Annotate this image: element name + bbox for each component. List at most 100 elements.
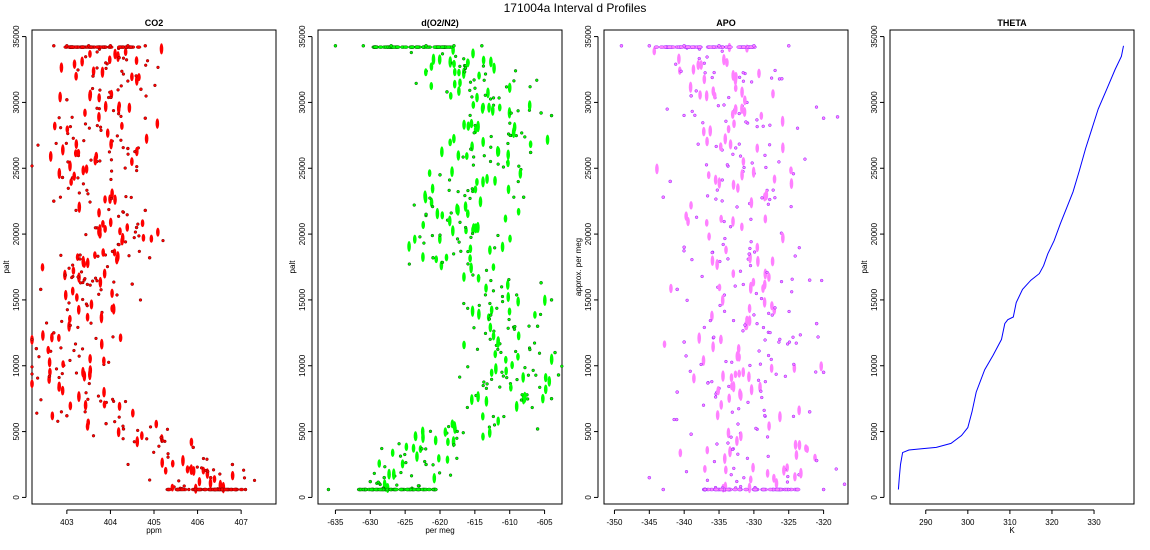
scatter-cluster: [88, 368, 92, 381]
scatter-band-point: [774, 487, 781, 492]
scatter-point: [159, 435, 163, 440]
scatter-point: [675, 287, 679, 292]
scatter-point: [489, 377, 494, 382]
scatter-point: [91, 74, 95, 78]
scatter-point: [523, 366, 527, 370]
scatter-band-point: [666, 45, 673, 49]
scatter-cluster: [689, 201, 693, 210]
scatter-cluster: [41, 330, 45, 341]
scatter-point: [770, 313, 774, 317]
scatter-point: [682, 44, 686, 48]
scatter-cluster: [751, 462, 755, 473]
scatter-point: [750, 161, 754, 165]
scatter-cluster: [452, 59, 456, 69]
scatter-point: [791, 414, 796, 419]
scatter-point: [794, 341, 798, 345]
scatter-cluster: [724, 245, 728, 255]
scatter-point: [749, 80, 754, 84]
axis-ticks: -635 -630 -625 -620 -615 -610 -605 0 5000 10000 15…: [298, 25, 553, 527]
scatter-cluster: [698, 90, 702, 100]
scatter-point: [469, 147, 473, 151]
scatter-point: [730, 360, 734, 364]
scatter-band-point: [414, 45, 420, 49]
scatter-point: [528, 150, 533, 155]
scatter-cluster: [516, 207, 521, 216]
scatter-cluster: [437, 54, 442, 65]
x-axis-label: per meg: [425, 526, 454, 535]
scatter-point: [834, 467, 838, 471]
scatter-cluster: [457, 86, 461, 97]
scatter-cluster: [496, 416, 500, 426]
scatter-point: [786, 474, 790, 479]
scatter-point: [66, 160, 70, 164]
x-axis-label: K: [1009, 526, 1015, 535]
scatter-cluster: [487, 427, 492, 438]
scatter-cluster: [57, 381, 62, 391]
scatter-point: [68, 323, 72, 328]
scatter-cluster: [748, 475, 753, 484]
scatter-cluster: [462, 119, 466, 130]
scatter-point: [726, 441, 730, 445]
scatter-cluster: [76, 304, 81, 315]
scatter-point: [333, 44, 338, 48]
scatter-point: [416, 484, 421, 488]
scatter-cluster: [465, 58, 470, 68]
y-tick-label: 10000: [584, 354, 593, 377]
scatter-point: [835, 115, 840, 119]
scatter-cluster: [185, 465, 190, 474]
scatter-point: [715, 188, 719, 192]
scatter-point: [706, 381, 710, 385]
scatter-cluster: [123, 47, 128, 57]
scatter-point: [383, 465, 387, 469]
scatter-point: [99, 399, 103, 403]
scatter-point: [703, 71, 707, 75]
scatter-point: [93, 276, 98, 280]
scatter-point: [469, 235, 473, 240]
scatter-point: [679, 69, 683, 73]
scatter-cluster: [770, 256, 775, 267]
scatter-point: [466, 306, 470, 311]
scatter-point: [647, 44, 652, 48]
scatter-point: [458, 220, 462, 224]
scatter-cluster: [97, 111, 101, 123]
x-tick-label: -345: [641, 518, 658, 527]
scatter-point: [98, 125, 103, 129]
scatter-point: [701, 121, 705, 125]
scatter-cluster: [47, 357, 52, 368]
scatter-cluster: [728, 446, 732, 458]
scatter-cluster: [468, 244, 473, 254]
scatter-cluster: [718, 142, 723, 152]
scatter-point: [737, 407, 741, 411]
x-tick-label: -605: [537, 518, 554, 527]
scatter-cluster: [781, 232, 785, 244]
scatter-point: [447, 188, 451, 193]
scatter-cluster: [85, 421, 90, 431]
scatter-point: [452, 443, 456, 447]
scatter-point: [195, 465, 199, 469]
scatter-point: [526, 397, 530, 401]
scatter-band-point: [179, 487, 186, 492]
y-tick-label: 15000: [12, 288, 21, 311]
scatter-point: [757, 349, 761, 353]
scatter-cluster: [440, 146, 444, 158]
scatter-point: [471, 273, 475, 277]
scatter-cluster: [430, 183, 435, 194]
y-tick-label: 15000: [298, 288, 307, 311]
scatter-point: [754, 291, 759, 296]
y-tick-label: 30000: [870, 91, 879, 114]
scatter-point: [509, 111, 513, 115]
scatter-point: [399, 470, 403, 475]
scatter-cluster: [83, 108, 87, 117]
scatter-point: [482, 78, 486, 82]
scatter-point: [97, 292, 101, 296]
scatter-cluster: [703, 464, 707, 473]
scatter-point: [440, 260, 445, 265]
scatter-cluster: [52, 121, 57, 131]
scatter-cluster: [712, 91, 717, 100]
scatter-cluster: [93, 251, 97, 259]
scatter-cluster: [61, 144, 65, 156]
scatter-point: [93, 226, 98, 230]
scatter-cluster: [763, 214, 768, 224]
scatter-point: [491, 289, 496, 293]
